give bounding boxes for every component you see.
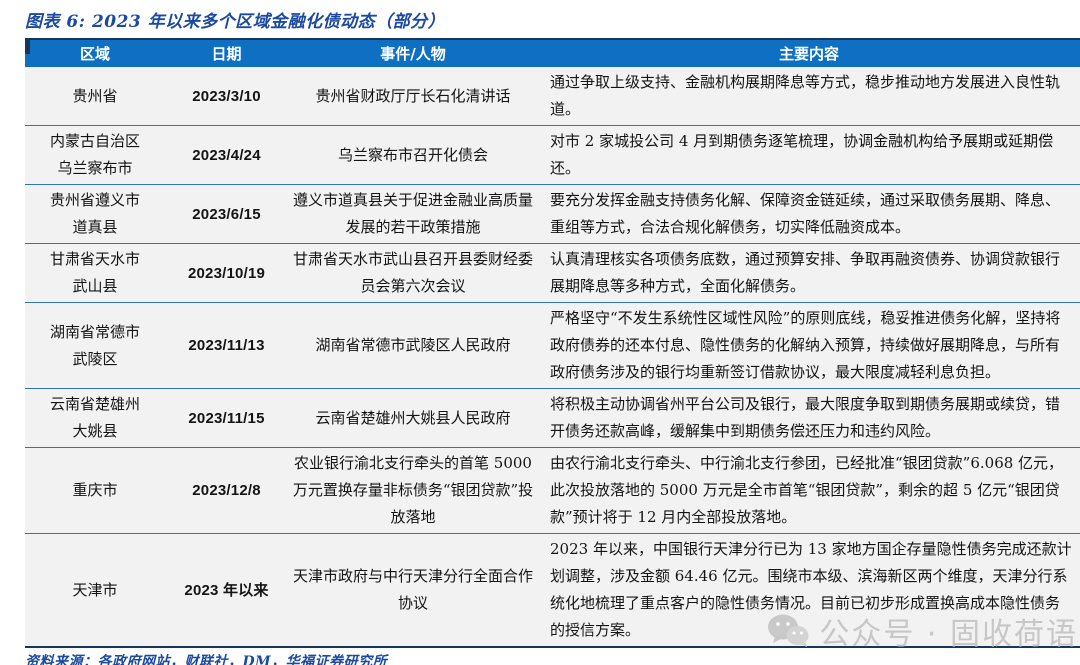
cell-content: 要充分发挥金融支持债务化解、保障资金链延续，通过采取债务展期、降息、重组等方式，… (550, 191, 1061, 236)
table-row: 天津市 2023 年以来 天津市政府与中行天津分行全面合作协议 2023 年以来… (25, 533, 1080, 646)
source-note: 资料来源：各政府网站，财联社，DM，华福证券研究所 (25, 654, 388, 665)
column-header-date: 日期 (211, 45, 242, 63)
column-header-content: 主要内容 (778, 45, 839, 63)
table-body: 贵州省 2023/3/10 贵州省财政厅厅长石化清讲话 通过争取上级支持、金融机… (25, 67, 1080, 646)
cell-event: 天津市政府与中行天津分行全面合作协议 (292, 567, 533, 612)
cell-event: 甘肃省天水市武山县召开县委财经委员会第六次会议 (292, 250, 533, 295)
cell-date: 2023/10/19 (187, 264, 266, 282)
table-row: 贵州省遵义市道真县 2023/6/15 遵义市道真县关于促进金融业高质量发展的若… (25, 184, 1080, 243)
table-header-row: 区域 日期 事件/人物 主要内容 (25, 40, 1080, 67)
column-header-event: 事件/人物 (380, 45, 446, 63)
cell-region: 贵州省 (72, 86, 118, 105)
cell-content: 认真清理核实各项债务底数，通过预算安排、争取再融资债券、协调贷款银行展期降息等多… (550, 250, 1061, 295)
cell-date: 2023/3/10 (192, 87, 261, 105)
cell-event: 遵义市道真县关于促进金融业高质量发展的若干政策措施 (292, 191, 533, 236)
cell-date: 2023/11/13 (188, 337, 265, 354)
cell-content: 对市 2 家城投公司 4 月到期债务逐笔梳理，协调金融机构给予展期或延期偿还。 (550, 132, 1054, 177)
cell-date: 2023/11/15 (188, 409, 265, 427)
cell-region: 甘肃省天水市武山县 (49, 250, 140, 295)
cell-content: 将积极主动协调省州平台公司及银行，最大限度争取到期债务展期或续贷，错开债务还款高… (550, 395, 1061, 440)
cell-region: 贵州省遵义市道真县 (49, 191, 140, 236)
cell-date: 2023/6/15 (192, 205, 261, 223)
cell-event: 农业银行渝北支行牵头的首笔 5000 万元置换存量非标债务“银团贷款”投放落地 (292, 454, 534, 526)
cell-date: 2023/12/8 (192, 482, 261, 499)
cell-content: 2023 年以来，中国银行天津分行已为 13 家地方国企存量隐性债务完成还款计划… (550, 540, 1072, 639)
cell-content: 通过争取上级支持、金融机构展期降息等方式，稳步推动地方发展进入良性轨道。 (550, 73, 1061, 118)
table-row: 云南省楚雄州大姚县 2023/11/15 云南省楚雄州大姚县人民政府 将积极主动… (25, 388, 1080, 447)
cell-event: 贵州省财政厅厅长石化清讲话 (315, 86, 511, 105)
cell-event: 云南省楚雄州大姚县人民政府 (315, 408, 511, 427)
column-header-region: 区域 (79, 45, 110, 63)
figure-title: 图表 6: 2023 年以来多个区域金融化债动态（部分） (25, 12, 446, 32)
cell-region: 天津市 (72, 580, 118, 599)
table-row: 甘肃省天水市武山县 2023/10/19 甘肃省天水市武山县召开县委财经委员会第… (25, 243, 1080, 302)
cell-region: 云南省楚雄州大姚县 (49, 395, 140, 440)
cell-content: 严格坚守“不发生系统性区域性风险”的原则底线，稳妥推进债务化解，坚持将政府债券的… (550, 309, 1061, 381)
cell-event: 乌兰察布市召开化债会 (337, 145, 488, 164)
cell-date: 2023 年以来 (184, 581, 269, 599)
cell-region: 湖南省常德市武陵区 (49, 322, 140, 368)
cell-region: 重庆市 (72, 481, 118, 499)
table-row: 贵州省 2023/3/10 贵州省财政厅厅长石化清讲话 通过争取上级支持、金融机… (25, 67, 1080, 125)
table-corner-mark (25, 38, 30, 54)
table-row: 重庆市 2023/12/8 农业银行渝北支行牵头的首笔 5000 万元置换存量非… (25, 447, 1080, 533)
cell-date: 2023/4/24 (192, 146, 261, 164)
table-row: 内蒙古自治区乌兰察布市 2023/4/24 乌兰察布市召开化债会 对市 2 家城… (25, 125, 1080, 184)
cell-event: 湖南省常德市武陵区人民政府 (315, 336, 511, 354)
debt-resolution-table: 区域 日期 事件/人物 主要内容 贵州省 2023/3/10 贵州省财政厅厅长石… (25, 38, 1080, 648)
cell-content: 由农行渝北支行牵头、中行渝北支行参团，已经批准“银团贷款”6.068 亿元，此次… (550, 454, 1064, 526)
cell-region: 内蒙古自治区乌兰察布市 (49, 132, 140, 177)
table-row: 湖南省常德市武陵区 2023/11/13 湖南省常德市武陵区人民政府 严格坚守“… (25, 302, 1080, 388)
